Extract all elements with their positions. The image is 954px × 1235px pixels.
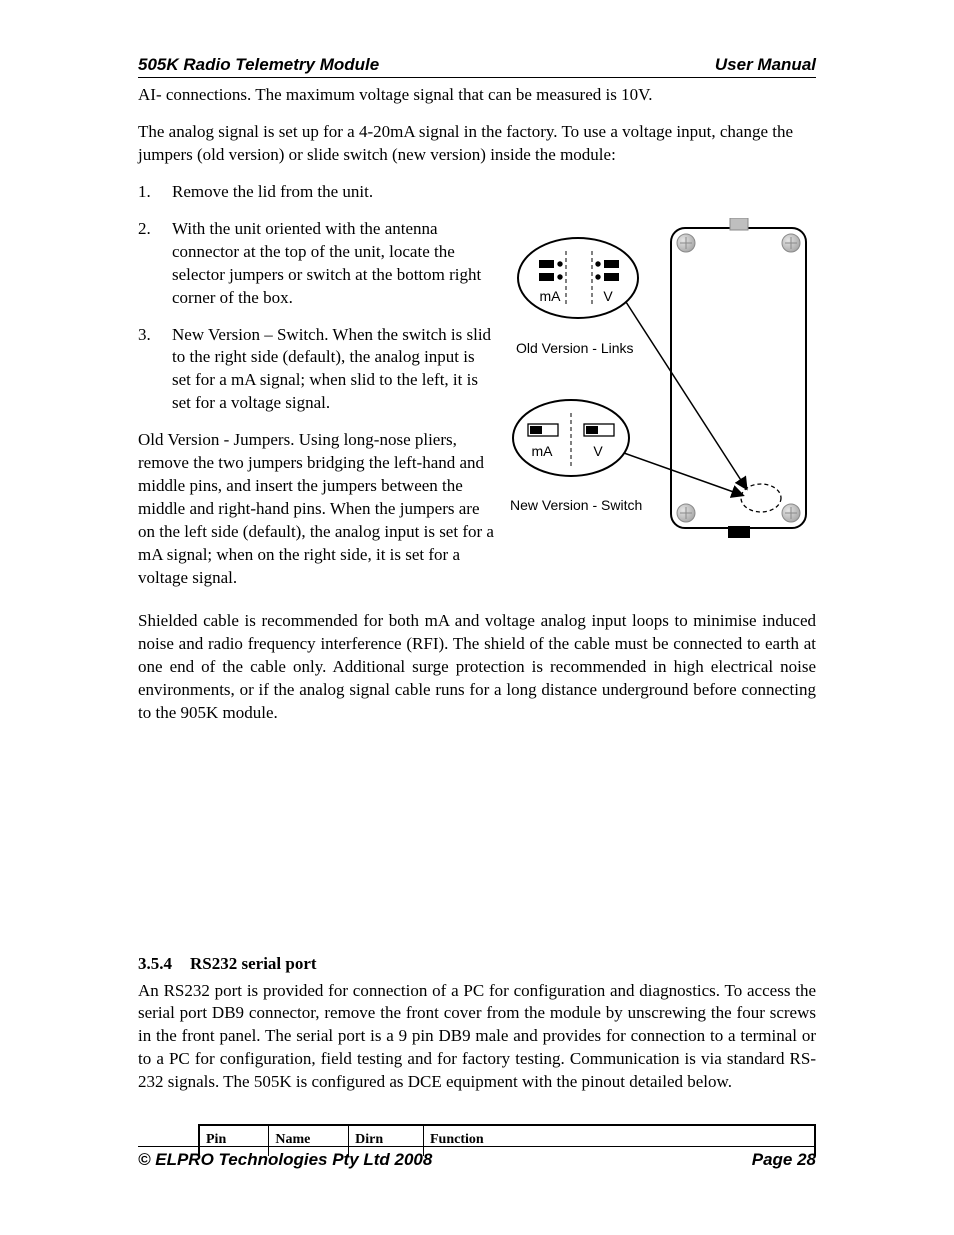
para-shielded-cable: Shielded cable is recommended for both m…: [138, 610, 816, 725]
footer-copyright: © ELPRO Technologies Pty Ltd 2008: [138, 1150, 432, 1170]
step1-num: 1.: [138, 181, 172, 204]
new-v-label: V: [593, 443, 603, 459]
step2-text: With the unit oriented with the antenna …: [172, 218, 494, 310]
doc-title: 505K Radio Telemetry Module: [138, 55, 379, 75]
module-diagram: mA V Old Version - Links mA V: [506, 218, 816, 540]
step1-text: Remove the lid from the unit.: [172, 181, 816, 204]
section-354-heading: 3.5.4 RS232 serial port: [138, 954, 816, 974]
section-354-body: An RS232 port is provided for connection…: [138, 980, 816, 1095]
para-ai-conn: AI- connections. The maximum voltage sig…: [138, 84, 816, 107]
section-354-title: RS232 serial port: [190, 954, 317, 973]
para-analog-setup: The analog signal is set up for a 4-20mA…: [138, 121, 816, 167]
step3-text: New Version – Switch. When the switch is…: [172, 324, 494, 416]
old-v-label: V: [603, 288, 613, 304]
new-ma-label: mA: [532, 443, 554, 459]
footer-page: Page 28: [752, 1150, 816, 1170]
step2-num: 2.: [138, 218, 172, 310]
doc-type: User Manual: [715, 55, 816, 75]
step3-num: 3.: [138, 324, 172, 416]
section-354-num: 3.5.4: [138, 954, 172, 974]
new-version-caption: New Version - Switch: [510, 497, 642, 513]
old-version-caption: Old Version - Links: [516, 340, 634, 356]
old-ma-label: mA: [540, 288, 562, 304]
